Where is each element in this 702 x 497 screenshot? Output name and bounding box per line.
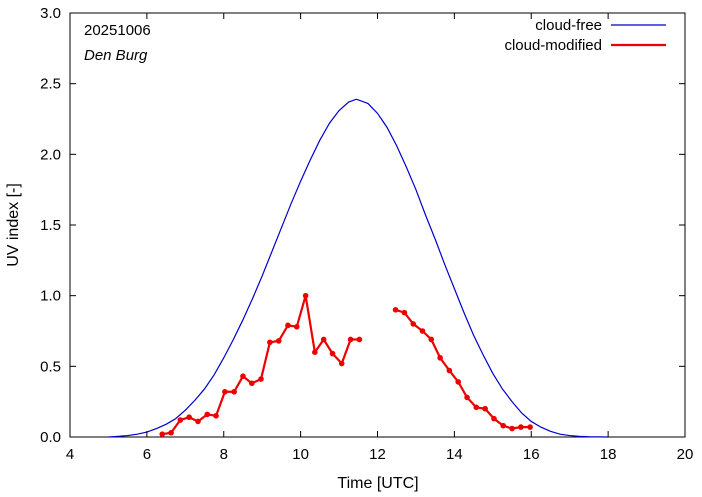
series-line-cloud-modified-segment-2 [395,308,531,430]
x-tick-label-4: 4 [66,446,74,463]
data-point-cloud-modified [213,413,219,419]
data-point-cloud-modified [240,373,246,380]
data-point-cloud-modified [419,328,426,334]
data-point-cloud-modified [302,292,309,299]
data-point-cloud-modified [186,414,192,421]
data-point-cloud-modified [464,394,470,401]
axes: 4 6 8 10 12 14 16 18 20 0.0 0.5 1.0 1.5 2.0 2.5 3.0 [40,5,693,463]
x-tick-label-20: 20 [677,446,694,463]
data-point-cloud-modified [356,336,363,343]
data-point-cloud-modified [482,405,488,412]
data-point-cloud-modified [293,323,300,330]
y-tick-label-2.5: 2.5 [40,76,61,93]
data-point-cloud-modified [168,429,174,436]
x-tick-label-10: 10 [292,446,309,463]
legend-label-cloud-modified: cloud-modified [504,37,602,54]
data-point-cloud-modified [258,376,264,382]
y-tick-label-1.5: 1.5 [40,217,61,234]
series-line-cloud-modified-segment-1 [162,294,360,436]
data-point-cloud-modified [285,322,291,329]
data-point-cloud-modified [455,379,462,385]
data-point-cloud-modified [527,424,533,430]
data-point-cloud-modified [518,424,524,430]
y-tick-label-3: 3.0 [40,5,61,22]
data-point-cloud-modified [437,355,443,361]
annotation-location: Den Burg [84,47,148,64]
data-point-cloud-modified [509,425,515,432]
plot-frame [69,12,686,438]
y-tick-label-0.5: 0.5 [40,358,61,375]
legend-label-cloud-free: cloud-free [535,17,602,34]
y-tick-label-0: 0.0 [40,429,61,446]
annotation-date: 20251006 [84,22,151,39]
series [108,98,609,438]
data-point-cloud-modified [491,415,497,422]
data-point-cloud-modified [392,307,399,313]
x-tick-label-14: 14 [446,446,463,463]
data-point-cloud-modified [428,336,435,343]
y-tick-label-2: 2.0 [40,146,61,163]
x-tick-label-12: 12 [369,446,386,463]
data-point-cloud-modified [231,388,237,395]
data-point-cloud-modified [500,422,506,429]
data-point-cloud-modified [312,349,318,356]
data-point-cloud-modified [329,350,336,357]
data-point-cloud-modified [195,418,201,425]
y-tick-label-1: 1.0 [40,288,61,305]
x-tick-label-16: 16 [523,446,540,463]
data-point-cloud-modified [347,336,354,343]
legend: cloud-free cloud-modified [504,17,666,54]
data-point-cloud-modified [204,411,211,418]
data-point-cloud-modified [159,431,166,437]
x-tick-label-6: 6 [143,446,151,463]
data-point-cloud-modified [177,417,184,423]
data-point-cloud-modified [446,367,453,374]
data-point-cloud-modified [338,360,345,367]
x-axis-title: Time [UTC] [337,475,418,492]
data-point-cloud-modified [320,336,327,343]
data-point-cloud-modified [249,380,255,387]
x-tick-label-8: 8 [220,446,228,463]
series-line-cloud-free [108,98,609,438]
data-point-cloud-modified [473,404,480,411]
data-point-cloud-modified [275,338,282,344]
data-point-cloud-modified [410,321,417,327]
y-axis-title: UV index [-] [5,183,22,267]
x-tick-label-18: 18 [600,446,617,463]
data-point-cloud-modified [401,309,408,316]
data-point-cloud-modified [222,388,228,395]
data-point-cloud-modified [267,339,273,346]
